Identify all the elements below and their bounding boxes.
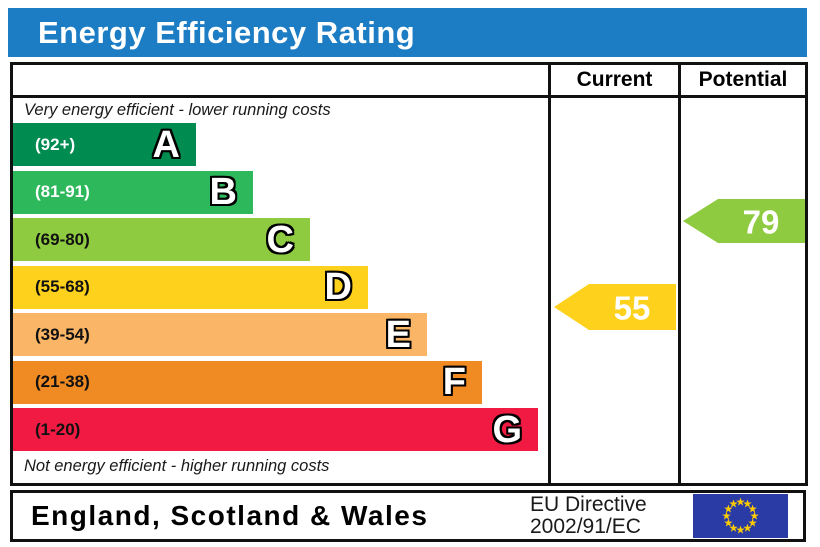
current-rating-value: 55 — [614, 290, 651, 327]
band-letter: B — [209, 171, 237, 213]
current-column-header: Current — [576, 68, 653, 91]
band-letter: D — [324, 266, 352, 308]
band-range: (39-54) — [35, 324, 90, 344]
chart-title: Energy Efficiency Rating — [38, 14, 416, 50]
band-b: (81-91) B — [13, 170, 253, 214]
potential-column-divider — [678, 65, 681, 483]
top-note: Very energy efficient - lower running co… — [24, 101, 331, 119]
rating-table: Current Potential Very energy efficient … — [10, 62, 808, 486]
chart-title-bar: Energy Efficiency Rating — [8, 8, 807, 57]
band-range: (81-91) — [35, 182, 90, 201]
eu-directive-line2: 2002/91/EC — [530, 515, 641, 538]
eu-directive-label: EU Directive 2002/91/EC — [530, 494, 647, 538]
potential-rating-value: 79 — [743, 204, 780, 241]
band-d: (55-68) D — [13, 265, 368, 309]
band-range: (55-68) — [35, 277, 90, 296]
band-range: (92+) — [35, 134, 76, 154]
band-letter: A — [152, 123, 180, 166]
band-g: (1-20) G — [13, 408, 538, 451]
current-column-divider — [548, 65, 551, 483]
band-c: (69-80) C — [13, 218, 310, 261]
bottom-note: Not energy efficient - higher running co… — [24, 457, 330, 475]
footer: England, Scotland & Wales EU Directive 2… — [10, 490, 806, 542]
band-f: (21-38) F — [13, 360, 482, 404]
band-range: (69-80) — [35, 229, 90, 249]
current-rating-arrow: 55 — [554, 284, 676, 330]
band-range: (21-38) — [35, 372, 90, 391]
band-letter: C — [266, 218, 294, 261]
band-letter: E — [385, 313, 411, 356]
current-rating-arrow-shape — [554, 284, 676, 330]
band-e: (39-54) E — [13, 313, 427, 356]
potential-rating-arrow-shape — [683, 199, 805, 243]
band-range: (1-20) — [35, 419, 81, 439]
band-a: (92+) A — [13, 123, 196, 166]
bands-container: (92+) A (81-91) B (69-80) C (55-68) D (3… — [13, 65, 548, 483]
eu-directive-line1: EU Directive — [530, 493, 647, 516]
header-divider — [13, 95, 805, 98]
band-letter: G — [492, 408, 522, 451]
potential-rating-arrow: 79 — [683, 199, 805, 243]
band-letter: F — [442, 361, 466, 403]
eu-flag-icon — [693, 494, 788, 538]
potential-column-header: Potential — [698, 68, 788, 91]
region-label: England, Scotland & Wales — [31, 500, 429, 531]
